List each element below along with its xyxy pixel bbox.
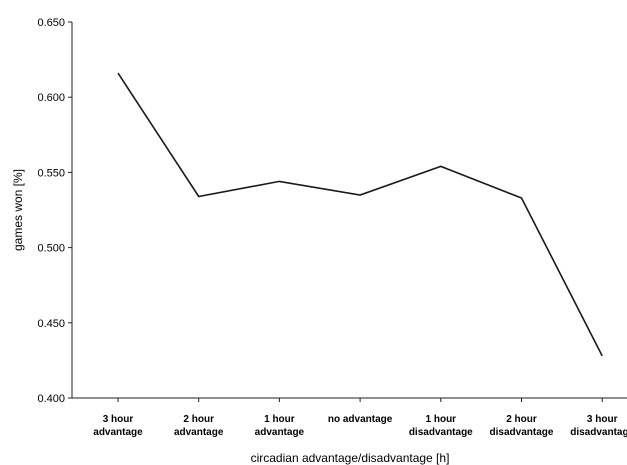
y-tick-label: 0.450	[37, 318, 65, 330]
y-tick-label: 0.550	[37, 167, 65, 179]
y-tick-label: 0.600	[37, 92, 65, 104]
y-tick-label: 0.650	[37, 17, 65, 29]
x-ticks: 3 hour advantage 2 hour advantage 1 hour adva…	[93, 398, 627, 438]
x-tick-label: 2 hour advantage	[174, 414, 224, 438]
y-axis-title: games won [%]	[11, 169, 25, 251]
x-tick-label: 2 hour disadvantage	[490, 414, 554, 438]
x-tick-label: no advantage	[328, 414, 393, 425]
y-tick-label: 0.500	[37, 243, 65, 255]
x-tick-label: 1 hour disadvantage	[409, 414, 473, 438]
series-line	[117, 72, 603, 357]
y-tick-label: 0.400	[37, 393, 65, 405]
y-ticks: 0.400 0.450 0.500 0.550 0.600 0.650	[37, 17, 72, 405]
x-tick-label: 3 hour advantage	[93, 414, 143, 438]
x-axis-title: circadian advantage/disadvantage [h]	[251, 451, 450, 465]
x-tick-label: 1 hour advantage	[255, 414, 305, 438]
